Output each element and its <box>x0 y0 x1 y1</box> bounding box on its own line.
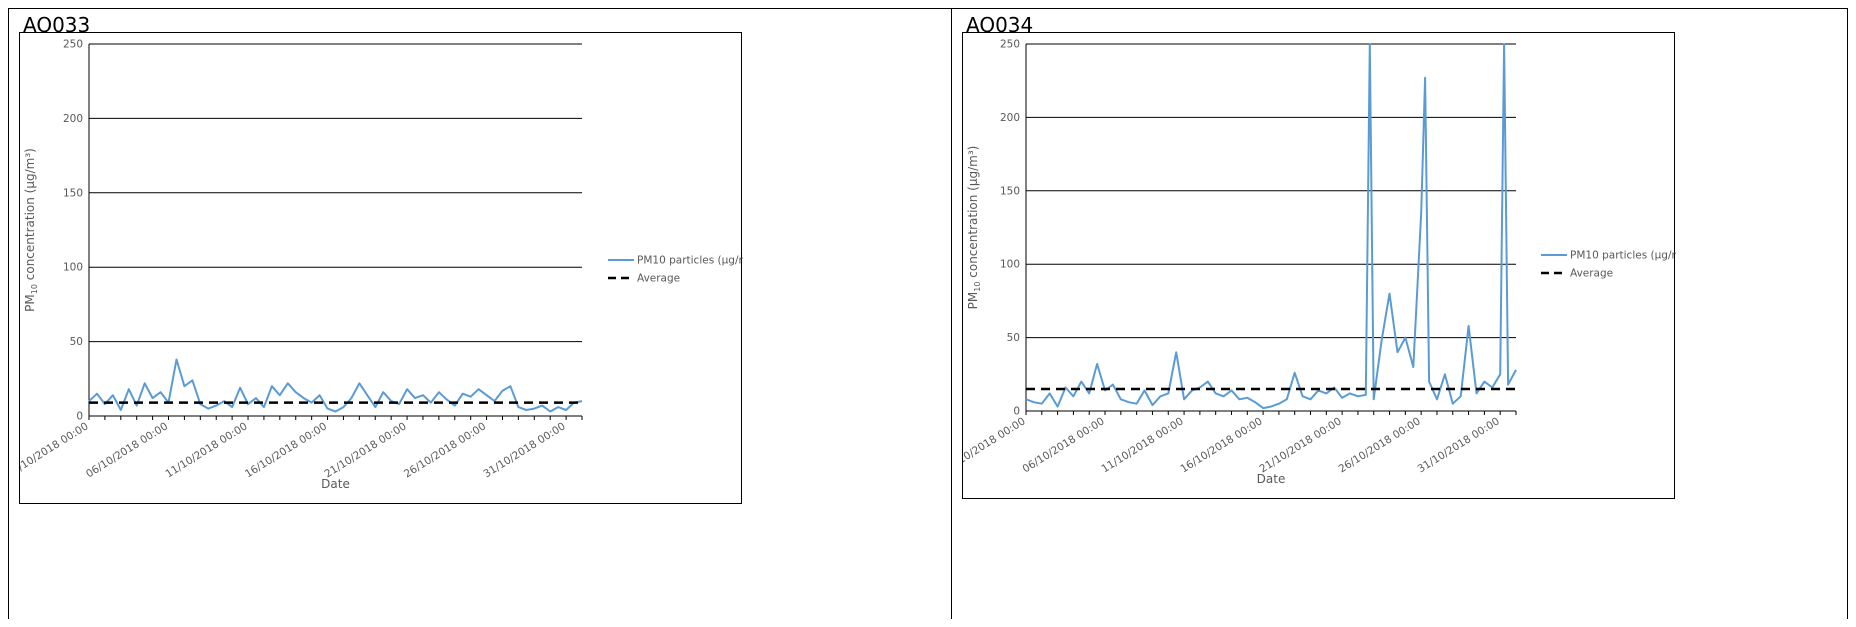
y-axis-title-pm: PM <box>23 294 37 312</box>
y-tick-label: 0 <box>76 411 83 423</box>
y-tick-label: 200 <box>1000 112 1020 124</box>
y-tick-label: 250 <box>1000 39 1020 51</box>
y-tick-label: 150 <box>63 187 83 199</box>
x-tick-label: 16/10/2018 00:00 <box>1179 415 1265 475</box>
x-tick-label: 11/10/2018 00:00 <box>163 420 249 480</box>
x-tick-label: 06/10/2018 00:00 <box>1020 415 1106 475</box>
layout-table: AQ033 0 50 100 150 200 250 01/10/2018 00:00 06/… <box>8 8 1848 619</box>
x-tick-label: 26/10/2018 00:00 <box>402 420 488 480</box>
x-tick-label: 21/10/2018 00:00 <box>1258 415 1344 475</box>
x-tick-label: 06/10/2018 00:00 <box>84 420 170 480</box>
x-tick-label: 16/10/2018 00:00 <box>243 420 329 480</box>
y-tick-label: 50 <box>70 336 83 348</box>
x-tick-label: 31/10/2018 00:00 <box>482 420 568 480</box>
legend-label: Average <box>1570 268 1613 280</box>
x-tick-label: 26/10/2018 00:00 <box>1337 415 1423 475</box>
x-tick-label: 31/10/2018 00:00 <box>1416 415 1502 475</box>
y-axis-title: PM10 concentration (µg/m³) <box>966 146 982 310</box>
panel-aq033: AQ033 0 50 100 150 200 250 01/10/2018 00:00 06/… <box>9 9 952 619</box>
y-tick-label: 200 <box>63 113 83 125</box>
legend-label: PM10 particles (µg/m3) <box>1570 250 1676 262</box>
x-tick-label: 11/10/2018 00:00 <box>1099 415 1185 475</box>
x-tick-label: 01/10/2018 00:00 <box>963 415 1028 475</box>
legend-label: PM10 particles (µg/m3) <box>637 255 743 267</box>
x-tick-label: 21/10/2018 00:00 <box>322 420 408 480</box>
y-tick-label: 250 <box>63 39 83 51</box>
y-axis-title-pm: PM <box>966 292 980 310</box>
y-tick-label: 50 <box>1007 332 1020 344</box>
x-axis-title: Date <box>321 477 350 491</box>
chart-frame: 0 50 100 150 200 250 01/10/2018 00:00 06/10/201… <box>962 32 1676 499</box>
y-axis-title-subscript: 10 <box>30 284 39 294</box>
x-axis-title: Date <box>1257 472 1286 486</box>
y-axis-title-units: concentration (µg/m³) <box>966 146 980 282</box>
pm10-chart-aq034: 0 50 100 150 200 250 01/10/2018 00:0006/10/201… <box>963 39 1676 487</box>
legend-label: Average <box>637 273 680 285</box>
y-tick-label: 100 <box>1000 259 1020 271</box>
y-axis-title-subscript: 10 <box>973 282 982 292</box>
x-tick-label: 01/10/2018 00:00 <box>20 420 91 480</box>
y-tick-label: 0 <box>1013 406 1020 418</box>
chart-frame: 0 50 100 150 200 250 01/10/2018 00:00 06/10/201… <box>19 32 743 504</box>
y-tick-label: 100 <box>63 262 83 274</box>
y-axis-title-units: concentration (µg/m³) <box>23 148 37 284</box>
pm10-series-line <box>1025 43 1517 410</box>
pm10-series-line <box>88 358 583 413</box>
y-tick-label: 150 <box>1000 185 1020 197</box>
pm10-chart-aq033: 0 50 100 150 200 250 01/10/2018 00:0006/10/201… <box>20 39 743 492</box>
panel-aq034: AQ034 0 50 100 150 200 250 01/10/2018 00:00 06/… <box>952 9 1847 619</box>
y-axis-title: PM10 concentration (µg/m³) <box>23 148 39 312</box>
